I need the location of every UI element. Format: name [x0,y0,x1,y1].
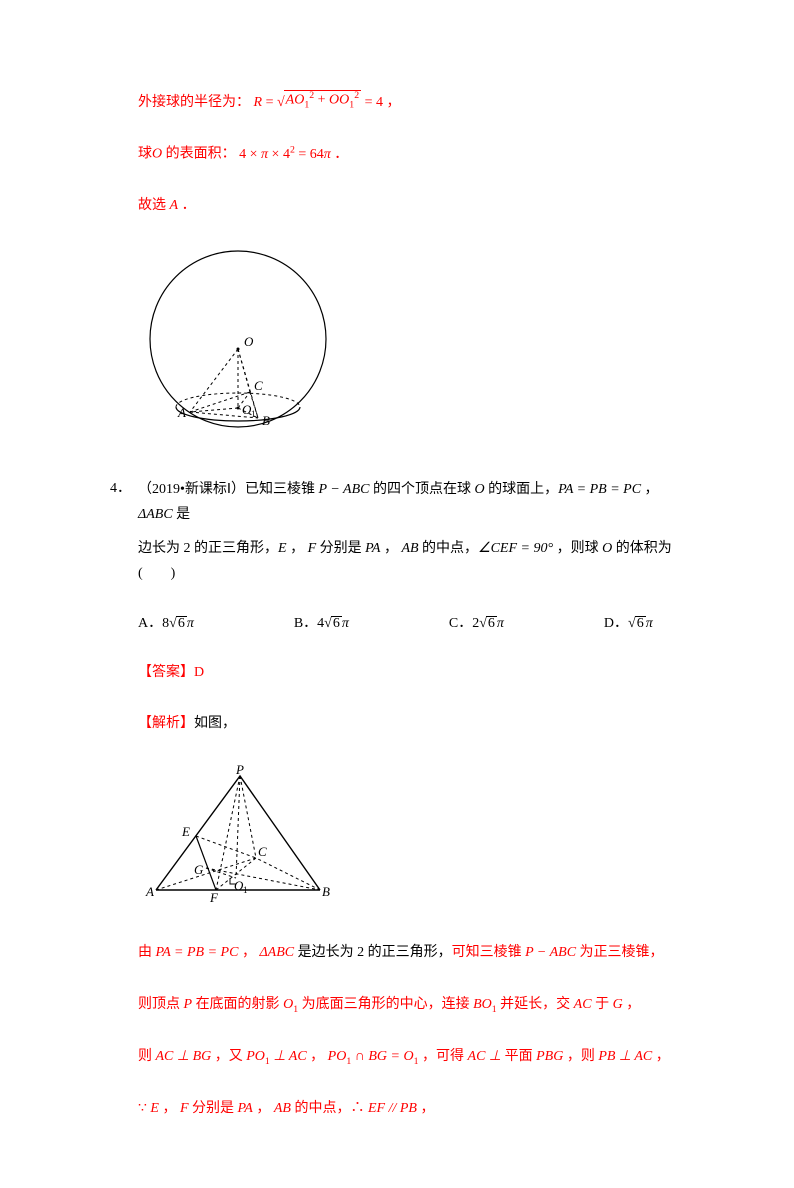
option-d[interactable]: D．√6π [604,612,653,632]
sphere-diagram: O O 1 A B C [138,244,694,449]
option-c[interactable]: C．2√6π [449,612,504,632]
svg-text:C: C [258,844,267,859]
text: 故选 [138,198,166,213]
analysis-p2: 则顶点 P 在底面的射影 O1 为底面三角形的中心，连接 BO1 并延长，交 A… [138,992,694,1018]
question-number: 4． [110,477,138,612]
option-b[interactable]: B．4√6π [294,612,349,632]
analysis-intro: 如图， [194,716,236,731]
svg-text:G: G [194,862,204,877]
q4-options: A．8√6π B．4√6π C．2√6π D．√6π [138,612,694,632]
svg-text:B: B [322,884,330,899]
q4-stem-line2: 边长为 2 的正三角形，E ， F 分别是 PA ， AB 的中点，∠CEF =… [138,536,694,586]
svg-text:O: O [244,334,254,349]
text: 球 [138,147,152,162]
math: R = √AO12 + OO12 = 4 ， [254,95,401,110]
var: O [152,147,162,162]
question-4: 4． （2019•新课标Ⅰ）已知三棱锥 P − ABC 的四个顶点在球 O 的球… [110,477,694,612]
analysis-header: 【解析】如图， [138,711,694,736]
answer-value: D [194,665,204,680]
analysis-p1: 由 PA = PB = PC ， ΔABC 是边长为 2 的正三角形，可知三棱锥… [138,940,694,965]
analysis-p4: ∵ E ， F 分别是 PA ， AB 的中点，∴ EF // PB ， [138,1096,694,1121]
svg-text:C: C [254,378,263,393]
tetrahedron-diagram: A B P F E C G O 1 [138,762,694,912]
svg-text:P: P [235,762,244,777]
prev-solution-line1: 外接球的半径为： R = √AO12 + OO12 = 4 ， [138,90,694,115]
option-a[interactable]: A．8√6π [138,612,194,632]
math: 4 × π × 42 = 64π ． [239,147,348,162]
text: ． [178,198,196,213]
svg-text:1: 1 [243,885,248,895]
prev-solution-line2: 球O 的表面积： 4 × π × 42 = 64π ． [138,141,694,167]
answer-line: 【答案】D [138,660,694,685]
text: 的表面积： [162,147,236,162]
svg-text:E: E [181,824,190,839]
analysis-label: 【解析】 [138,716,194,731]
svg-text:1: 1 [251,409,256,419]
prev-solution-line3: 故选 A ． [138,193,694,218]
source: （2019•新课标Ⅰ） [138,482,245,497]
q4-stem-line1: （2019•新课标Ⅰ）已知三棱锥 P − ABC 的四个顶点在球 O 的球面上，… [138,477,694,527]
answer-label: 【答案】 [138,665,194,680]
svg-text:A: A [177,405,186,420]
text: 外接球的半径为： [138,95,250,110]
svg-text:A: A [145,884,154,899]
analysis-p3: 则 AC ⊥ BG ，又 PO1 ⊥ AC ， PO1 ∩ BG = O1 ，可… [138,1044,694,1070]
answer-letter: A [170,198,179,213]
svg-text:F: F [209,890,219,905]
svg-text:B: B [262,413,270,428]
